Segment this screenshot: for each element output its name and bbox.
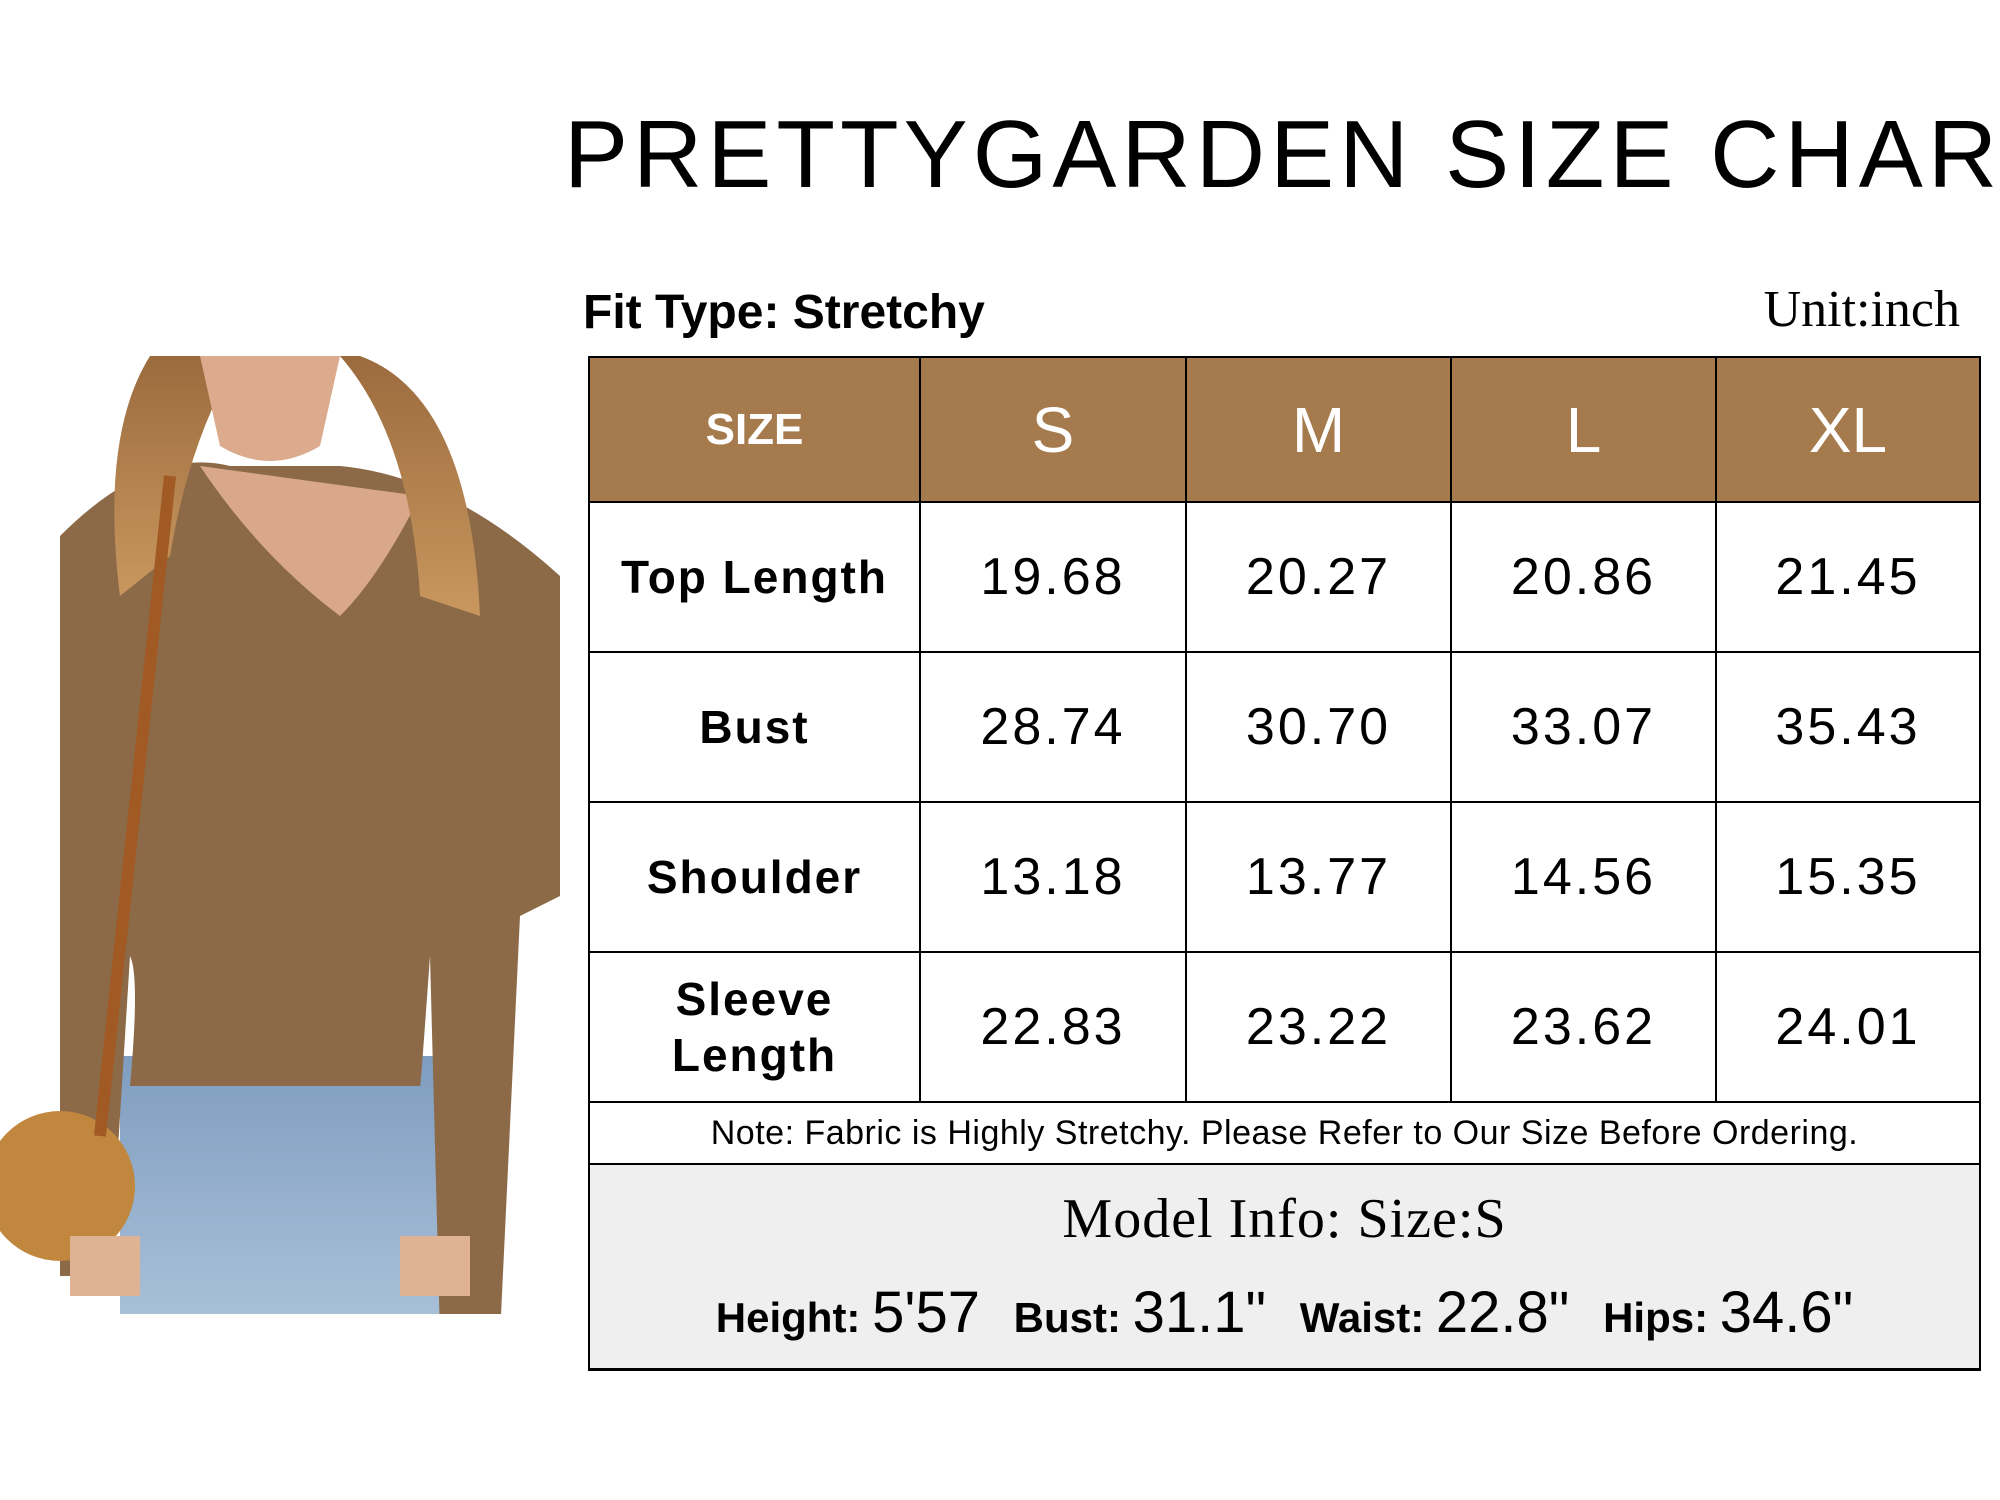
- cell-value: 14.56: [1450, 801, 1717, 953]
- header-s: S: [919, 356, 1187, 503]
- cell-value: 22.83: [919, 951, 1187, 1103]
- size-chart-table: SIZE S M L XL Top Length 19.68 20.27 20.…: [588, 356, 1981, 1371]
- cell-value: 20.86: [1450, 501, 1717, 653]
- header-size: SIZE: [588, 356, 921, 503]
- cell-value: 30.70: [1185, 651, 1452, 803]
- cell-value: 24.01: [1715, 951, 1981, 1103]
- cell-value: 15.35: [1715, 801, 1981, 953]
- table-row-top-length: Top Length 19.68 20.27 20.86 21.45: [588, 501, 1981, 653]
- table-row-shoulder: Shoulder 13.18 13.77 14.56 15.35: [588, 801, 1981, 953]
- cell-value: 23.62: [1450, 951, 1717, 1103]
- page-title: PRETTYGARDEN SIZE CHART: [564, 101, 2000, 208]
- hips-label: Hips:: [1603, 1294, 1709, 1341]
- hips-value: 34.6": [1719, 1280, 1854, 1345]
- header-l: L: [1450, 356, 1717, 503]
- cell-value: 21.45: [1715, 501, 1981, 653]
- unit-label: Unit:inch: [1763, 281, 1960, 338]
- model-info-row: Model Info: Size:S Height: 5'57 Bust: 31…: [588, 1163, 1981, 1371]
- model-info: Model Info: Size:S Height: 5'57 Bust: 31…: [588, 1163, 1981, 1371]
- model-info-title: Model Info: Size:S: [1062, 1188, 1507, 1250]
- header-row: SIZE S M L XL: [588, 356, 1981, 503]
- cell-value: 13.77: [1185, 801, 1452, 953]
- bust-label: Bust:: [1013, 1294, 1121, 1341]
- fabric-note: Note: Fabric is Highly Stretchy. Please …: [588, 1101, 1981, 1165]
- row-label: Sleeve Length: [588, 951, 921, 1103]
- row-label: Top Length: [588, 501, 921, 653]
- row-label: Shoulder: [588, 801, 921, 953]
- height-value: 5'57: [872, 1280, 980, 1345]
- model-photo: [0, 356, 570, 1314]
- height-label: Height:: [715, 1294, 861, 1341]
- waist-value: 22.8": [1435, 1280, 1570, 1345]
- row-label: Bust: [588, 651, 921, 803]
- header-xl: XL: [1715, 356, 1981, 503]
- cell-value: 23.22: [1185, 951, 1452, 1103]
- table-row-bust: Bust 28.74 30.70 33.07 35.43: [588, 651, 1981, 803]
- note-row: Note: Fabric is Highly Stretchy. Please …: [588, 1101, 1981, 1165]
- cell-value: 20.27: [1185, 501, 1452, 653]
- fit-type: Fit Type: Stretchy: [583, 286, 985, 339]
- cell-value: 28.74: [919, 651, 1187, 803]
- bust-value: 31.1": [1132, 1280, 1267, 1345]
- model-measurements: Height: 5'57 Bust: 31.1" Waist: 22.8" Hi…: [590, 1279, 1979, 1346]
- cell-value: 35.43: [1715, 651, 1981, 803]
- cell-value: 19.68: [919, 501, 1187, 653]
- cell-value: 13.18: [919, 801, 1187, 953]
- waist-label: Waist:: [1299, 1294, 1425, 1341]
- header-m: M: [1185, 356, 1452, 503]
- cell-value: 33.07: [1450, 651, 1717, 803]
- table-row-sleeve-length: Sleeve Length 22.83 23.22 23.62 24.01: [588, 951, 1981, 1103]
